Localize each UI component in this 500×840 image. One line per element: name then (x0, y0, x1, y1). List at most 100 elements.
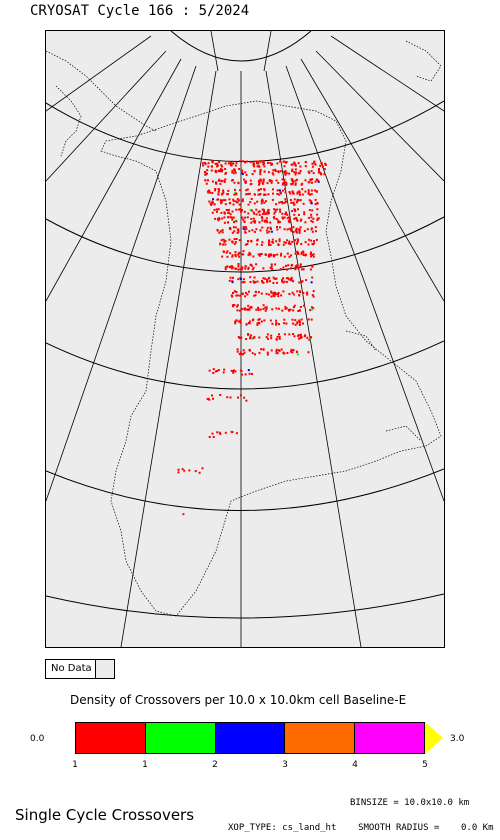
xop-type-text: XOP_TYPE: cs_land_ht (228, 823, 337, 833)
crossover-point (226, 209, 229, 212)
crossover-point (258, 351, 261, 354)
crossover-point (224, 178, 227, 181)
crossover-point (230, 294, 233, 297)
crossover-point (275, 352, 278, 355)
latitude-arc (46, 593, 444, 619)
crossover-point (276, 228, 279, 231)
crossover-point (299, 306, 302, 308)
crossover-point (208, 369, 211, 372)
crossover-point (222, 191, 225, 194)
crossover-point (231, 281, 234, 284)
crossover-point (229, 396, 232, 399)
crossover-point (295, 201, 298, 204)
crossover-point (242, 278, 245, 281)
crossover-point (278, 221, 281, 223)
crossover-point (296, 321, 299, 324)
crossover-point (221, 229, 224, 231)
crossover-point (262, 208, 265, 211)
crossover-point (272, 282, 275, 284)
crossover-point (294, 319, 297, 322)
crossover-point (233, 242, 236, 245)
crossover-point (293, 208, 296, 211)
crossover-point (317, 217, 320, 220)
crossover-point (245, 291, 247, 294)
crossover-point (311, 181, 313, 184)
crossover-point (239, 278, 242, 280)
crossover-point (276, 189, 279, 192)
crossover-point (249, 337, 251, 340)
crossover-point (281, 217, 284, 220)
crossover-point (287, 264, 290, 267)
crossover-point (307, 189, 310, 192)
crossover-point (292, 181, 295, 183)
crossover-point (204, 161, 206, 164)
crossover-point (315, 190, 318, 193)
crossover-point (285, 280, 288, 283)
crossover-point (278, 189, 281, 192)
crossover-point (252, 211, 255, 214)
crossover-point (296, 353, 299, 356)
crossover-point (217, 190, 220, 193)
crossover-point (221, 255, 224, 258)
crossover-point (265, 220, 268, 222)
crossover-point (260, 292, 263, 295)
crossover-point (269, 253, 272, 256)
crossover-point (257, 308, 260, 311)
crossover-point (233, 304, 236, 307)
crossover-point (259, 160, 262, 163)
crossover-point (252, 164, 255, 167)
crossover-point (299, 333, 302, 336)
crossover-point (226, 193, 229, 196)
crossover-point (231, 210, 234, 213)
crossover-point (226, 250, 229, 253)
crossover-point (241, 308, 244, 310)
crossover-point (201, 162, 204, 165)
crossover-point (310, 193, 313, 196)
crossover-point (224, 268, 227, 271)
crossover-point (308, 171, 311, 174)
crossover-point (248, 320, 251, 323)
crossover-point (230, 369, 233, 372)
nodata-legend: No Data (45, 659, 115, 679)
crossover-point (275, 348, 278, 351)
crossover-point (216, 162, 219, 165)
crossover-point (272, 276, 275, 279)
crossover-point (232, 266, 235, 269)
crossover-point (234, 171, 237, 174)
crossover-point (229, 216, 232, 219)
crossover-point (229, 228, 232, 231)
crossover-point (206, 397, 209, 400)
crossover-point (286, 239, 289, 242)
crossover-point (220, 200, 223, 203)
crossover-point (255, 263, 258, 266)
crossover-point (244, 373, 247, 376)
crossover-point (284, 188, 286, 191)
meridian (46, 50, 167, 182)
crossover-point (232, 370, 235, 372)
crossover-point (251, 268, 254, 271)
crossover-point (214, 217, 217, 220)
crossover-point (294, 265, 297, 268)
crossover-point (248, 230, 251, 233)
crossover-point (244, 267, 247, 270)
crossover-point (310, 227, 313, 230)
crossover-point (220, 211, 223, 214)
crossover-point (237, 230, 240, 233)
crossover-point (248, 308, 251, 311)
crossover-point (218, 161, 221, 163)
latitude-lines (46, 31, 444, 619)
tick-label: 1 (72, 760, 78, 770)
crossover-point (288, 172, 291, 175)
crossover-point (259, 253, 262, 256)
crossover-point (239, 321, 242, 324)
crossover-point (262, 277, 265, 280)
crossover-point (309, 268, 312, 271)
crossover-point (201, 467, 204, 470)
color-scale-bar (75, 722, 425, 754)
crossover-point (265, 217, 268, 220)
crossover-point (296, 290, 299, 293)
crossover-point (262, 182, 265, 185)
crossover-point (278, 349, 281, 352)
crossover-point (240, 336, 243, 339)
crossover-point (267, 241, 270, 244)
